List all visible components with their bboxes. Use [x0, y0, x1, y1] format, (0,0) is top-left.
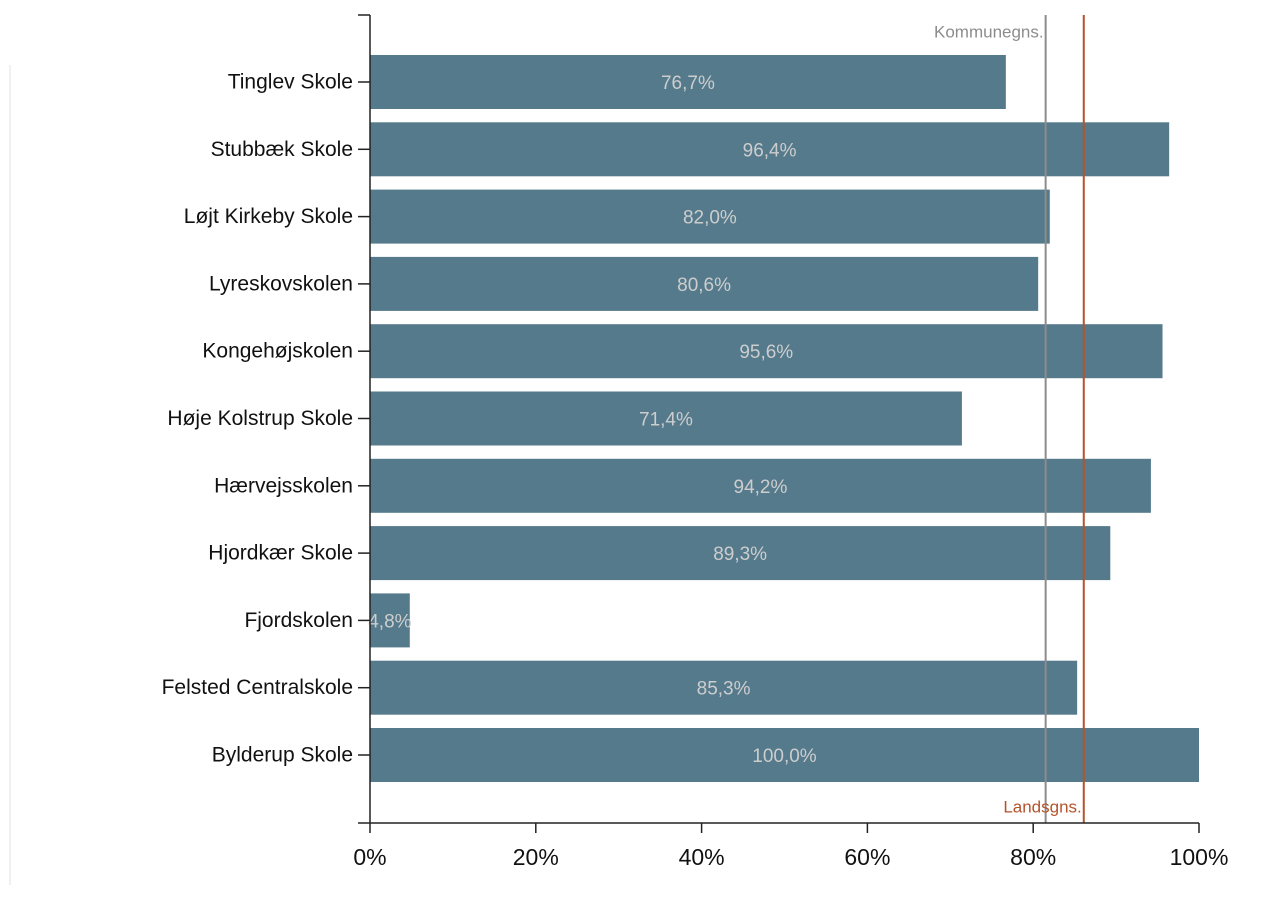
y-tick-label: Lyreskovskolen [209, 272, 353, 295]
value-label: 4,8% [368, 611, 411, 632]
reference-label: Kommunegns. [934, 22, 1044, 41]
bar [370, 122, 1170, 177]
y-tick-label: Bylderup Skole [212, 744, 353, 767]
x-tick-label: 0% [353, 844, 386, 870]
value-label: 80,6% [677, 275, 731, 296]
y-tick-label: Kongehøjskolen [202, 340, 353, 363]
bar [370, 256, 1039, 311]
y-tick-label: Hjordkær Skole [208, 542, 353, 565]
bar [370, 526, 1111, 581]
x-tick-label: 80% [1010, 844, 1056, 870]
value-label: 100,0% [752, 746, 817, 767]
value-label: 94,2% [734, 477, 788, 498]
y-tick-label: Fjordskolen [244, 609, 353, 632]
bar [370, 189, 1050, 244]
value-label: 95,6% [739, 342, 793, 363]
value-label: 85,3% [697, 679, 751, 700]
bar [370, 728, 1199, 782]
x-tick-label: 60% [844, 844, 890, 870]
x-tick-label: 20% [513, 844, 559, 870]
bar [370, 324, 1163, 379]
y-tick-label: Høje Kolstrup Skole [167, 407, 353, 430]
bar [370, 391, 962, 446]
y-tick-label: Stubbæk Skole [211, 138, 353, 161]
value-label: 82,0% [683, 208, 737, 229]
value-label: 89,3% [713, 544, 767, 565]
x-tick-label: 100% [1170, 844, 1229, 870]
reference-label: Landsgns. [1003, 797, 1081, 816]
y-tick-label: Felsted Centralskole [162, 676, 353, 699]
y-tick-label: Tinglev Skole [228, 71, 353, 94]
bar [370, 593, 410, 648]
bar [370, 660, 1078, 715]
bar [370, 458, 1151, 513]
bar [370, 55, 1006, 109]
y-tick-label: Hærvejsskolen [214, 474, 353, 497]
value-label: 76,7% [661, 73, 715, 94]
y-tick-label: Løjt Kirkeby Skole [184, 205, 353, 228]
x-tick-label: 40% [679, 844, 725, 870]
value-label: 71,4% [639, 410, 693, 431]
value-label: 96,4% [743, 140, 797, 161]
